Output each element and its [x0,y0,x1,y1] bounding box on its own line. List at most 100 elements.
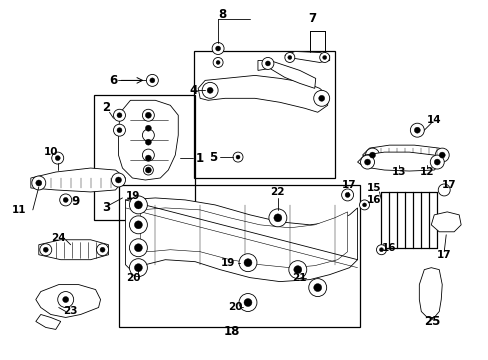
Circle shape [365,148,379,162]
Circle shape [55,156,60,161]
Circle shape [145,167,151,173]
Circle shape [364,159,370,165]
Circle shape [143,165,153,175]
Circle shape [429,155,443,169]
Polygon shape [31,168,125,192]
Circle shape [362,203,366,207]
Bar [119,185,359,328]
Text: 7: 7 [308,12,316,25]
Circle shape [308,279,326,297]
Polygon shape [118,100,178,180]
Circle shape [113,109,125,121]
Circle shape [285,53,294,62]
Circle shape [96,244,108,256]
Circle shape [437,184,449,196]
Circle shape [52,152,63,164]
Text: 16: 16 [366,195,381,205]
Polygon shape [198,75,327,112]
Circle shape [36,180,41,186]
Text: 1: 1 [196,152,204,165]
Circle shape [202,82,218,98]
Bar [194,50,334,178]
Circle shape [233,152,243,162]
Circle shape [207,87,213,93]
Circle shape [236,155,240,159]
Circle shape [433,159,439,165]
Circle shape [438,152,444,158]
Polygon shape [36,315,61,329]
Text: 23: 23 [63,306,78,316]
Circle shape [117,128,122,133]
Circle shape [287,55,291,59]
Circle shape [313,284,321,292]
Text: 14: 14 [426,115,441,125]
Circle shape [129,259,147,276]
Circle shape [58,292,74,307]
Circle shape [100,247,105,252]
Text: 10: 10 [43,147,58,157]
Polygon shape [39,240,108,260]
Circle shape [360,155,374,169]
Circle shape [216,60,220,64]
Circle shape [129,196,147,214]
Circle shape [129,216,147,234]
Text: 25: 25 [423,315,440,328]
Circle shape [113,124,125,136]
Circle shape [40,244,52,256]
Circle shape [239,293,256,311]
Polygon shape [258,60,315,88]
Circle shape [288,261,306,279]
Text: 19: 19 [221,258,235,268]
Circle shape [149,78,155,83]
Circle shape [111,173,125,187]
Circle shape [413,127,420,133]
Text: 20: 20 [227,302,242,311]
Circle shape [32,176,46,190]
Circle shape [213,58,223,67]
Circle shape [273,214,281,222]
Text: 21: 21 [292,273,306,283]
Text: 2: 2 [102,101,110,114]
Polygon shape [357,152,441,171]
Circle shape [244,259,251,267]
Circle shape [293,266,301,274]
Circle shape [239,254,256,272]
Polygon shape [419,268,441,318]
Circle shape [134,201,142,209]
Circle shape [43,247,48,252]
Circle shape [369,152,375,158]
Bar [93,95,195,220]
Circle shape [134,264,142,272]
Text: 9: 9 [71,195,80,208]
Circle shape [265,61,270,66]
Polygon shape [285,51,329,62]
Polygon shape [430,212,460,232]
Text: 15: 15 [366,183,381,193]
Text: 18: 18 [224,325,240,338]
Circle shape [142,149,154,161]
Circle shape [215,46,220,51]
Text: 17: 17 [342,180,356,190]
Text: 13: 13 [391,167,406,177]
Polygon shape [36,285,101,318]
Text: 3: 3 [102,201,110,215]
Circle shape [60,194,72,206]
Circle shape [262,58,273,69]
Circle shape [63,197,68,202]
Circle shape [268,209,286,227]
Circle shape [145,139,151,145]
Circle shape [62,297,68,302]
Circle shape [134,221,142,229]
Text: 17: 17 [441,180,456,190]
Circle shape [115,177,121,183]
Text: 19: 19 [126,191,141,201]
Circle shape [319,53,329,62]
Circle shape [434,148,448,162]
Circle shape [129,239,147,257]
Text: 6: 6 [109,74,118,87]
Text: 12: 12 [419,167,434,177]
Circle shape [145,155,151,161]
Circle shape [318,95,324,101]
Circle shape [145,125,151,131]
Text: 20: 20 [126,273,141,283]
